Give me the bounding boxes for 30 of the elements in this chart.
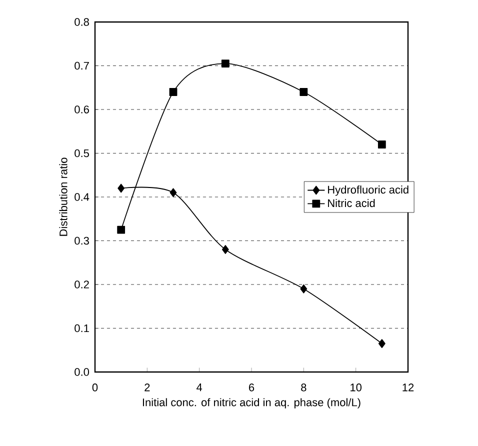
y-tick-label: 0.3 bbox=[74, 236, 89, 245]
point bbox=[118, 184, 125, 193]
point bbox=[378, 140, 386, 148]
y-axis-title: Distribution ratio bbox=[59, 158, 68, 236]
y-tick-label: 0.0 bbox=[74, 368, 90, 376]
y-tick-label: 0.8 bbox=[74, 18, 89, 26]
point bbox=[170, 188, 177, 198]
x-tick-label: 10 bbox=[350, 384, 362, 392]
y-tick-label: 0.1 bbox=[74, 324, 89, 332]
y-tick-label: 0.6 bbox=[74, 106, 89, 114]
y-tick-label: 0.2 bbox=[74, 280, 89, 288]
y-tick-label: 0.7 bbox=[74, 62, 89, 70]
legend-label: Hydrofluoric acid bbox=[328, 186, 408, 196]
y-tick-label: 0.5 bbox=[74, 149, 89, 158]
point bbox=[221, 60, 230, 68]
point bbox=[300, 88, 308, 96]
y-tick-label: 0.4 bbox=[74, 193, 90, 201]
x-tick-label: 6 bbox=[249, 384, 254, 392]
point bbox=[117, 226, 126, 234]
point bbox=[378, 339, 386, 348]
x-tick-label: 0 bbox=[92, 384, 98, 392]
x-tick-label: 4 bbox=[196, 384, 202, 392]
x-tick-label: 12 bbox=[402, 384, 414, 392]
point bbox=[300, 284, 308, 294]
point bbox=[169, 88, 178, 96]
x-tick-label: 8 bbox=[301, 384, 306, 392]
x-tick-label: 2 bbox=[144, 384, 150, 392]
x-axis-title: Initial conc. of nitric acid in aq. phase (mol/L) bbox=[142, 398, 360, 408]
point bbox=[222, 245, 229, 254]
legend-label: Nitric acid bbox=[328, 199, 375, 208]
